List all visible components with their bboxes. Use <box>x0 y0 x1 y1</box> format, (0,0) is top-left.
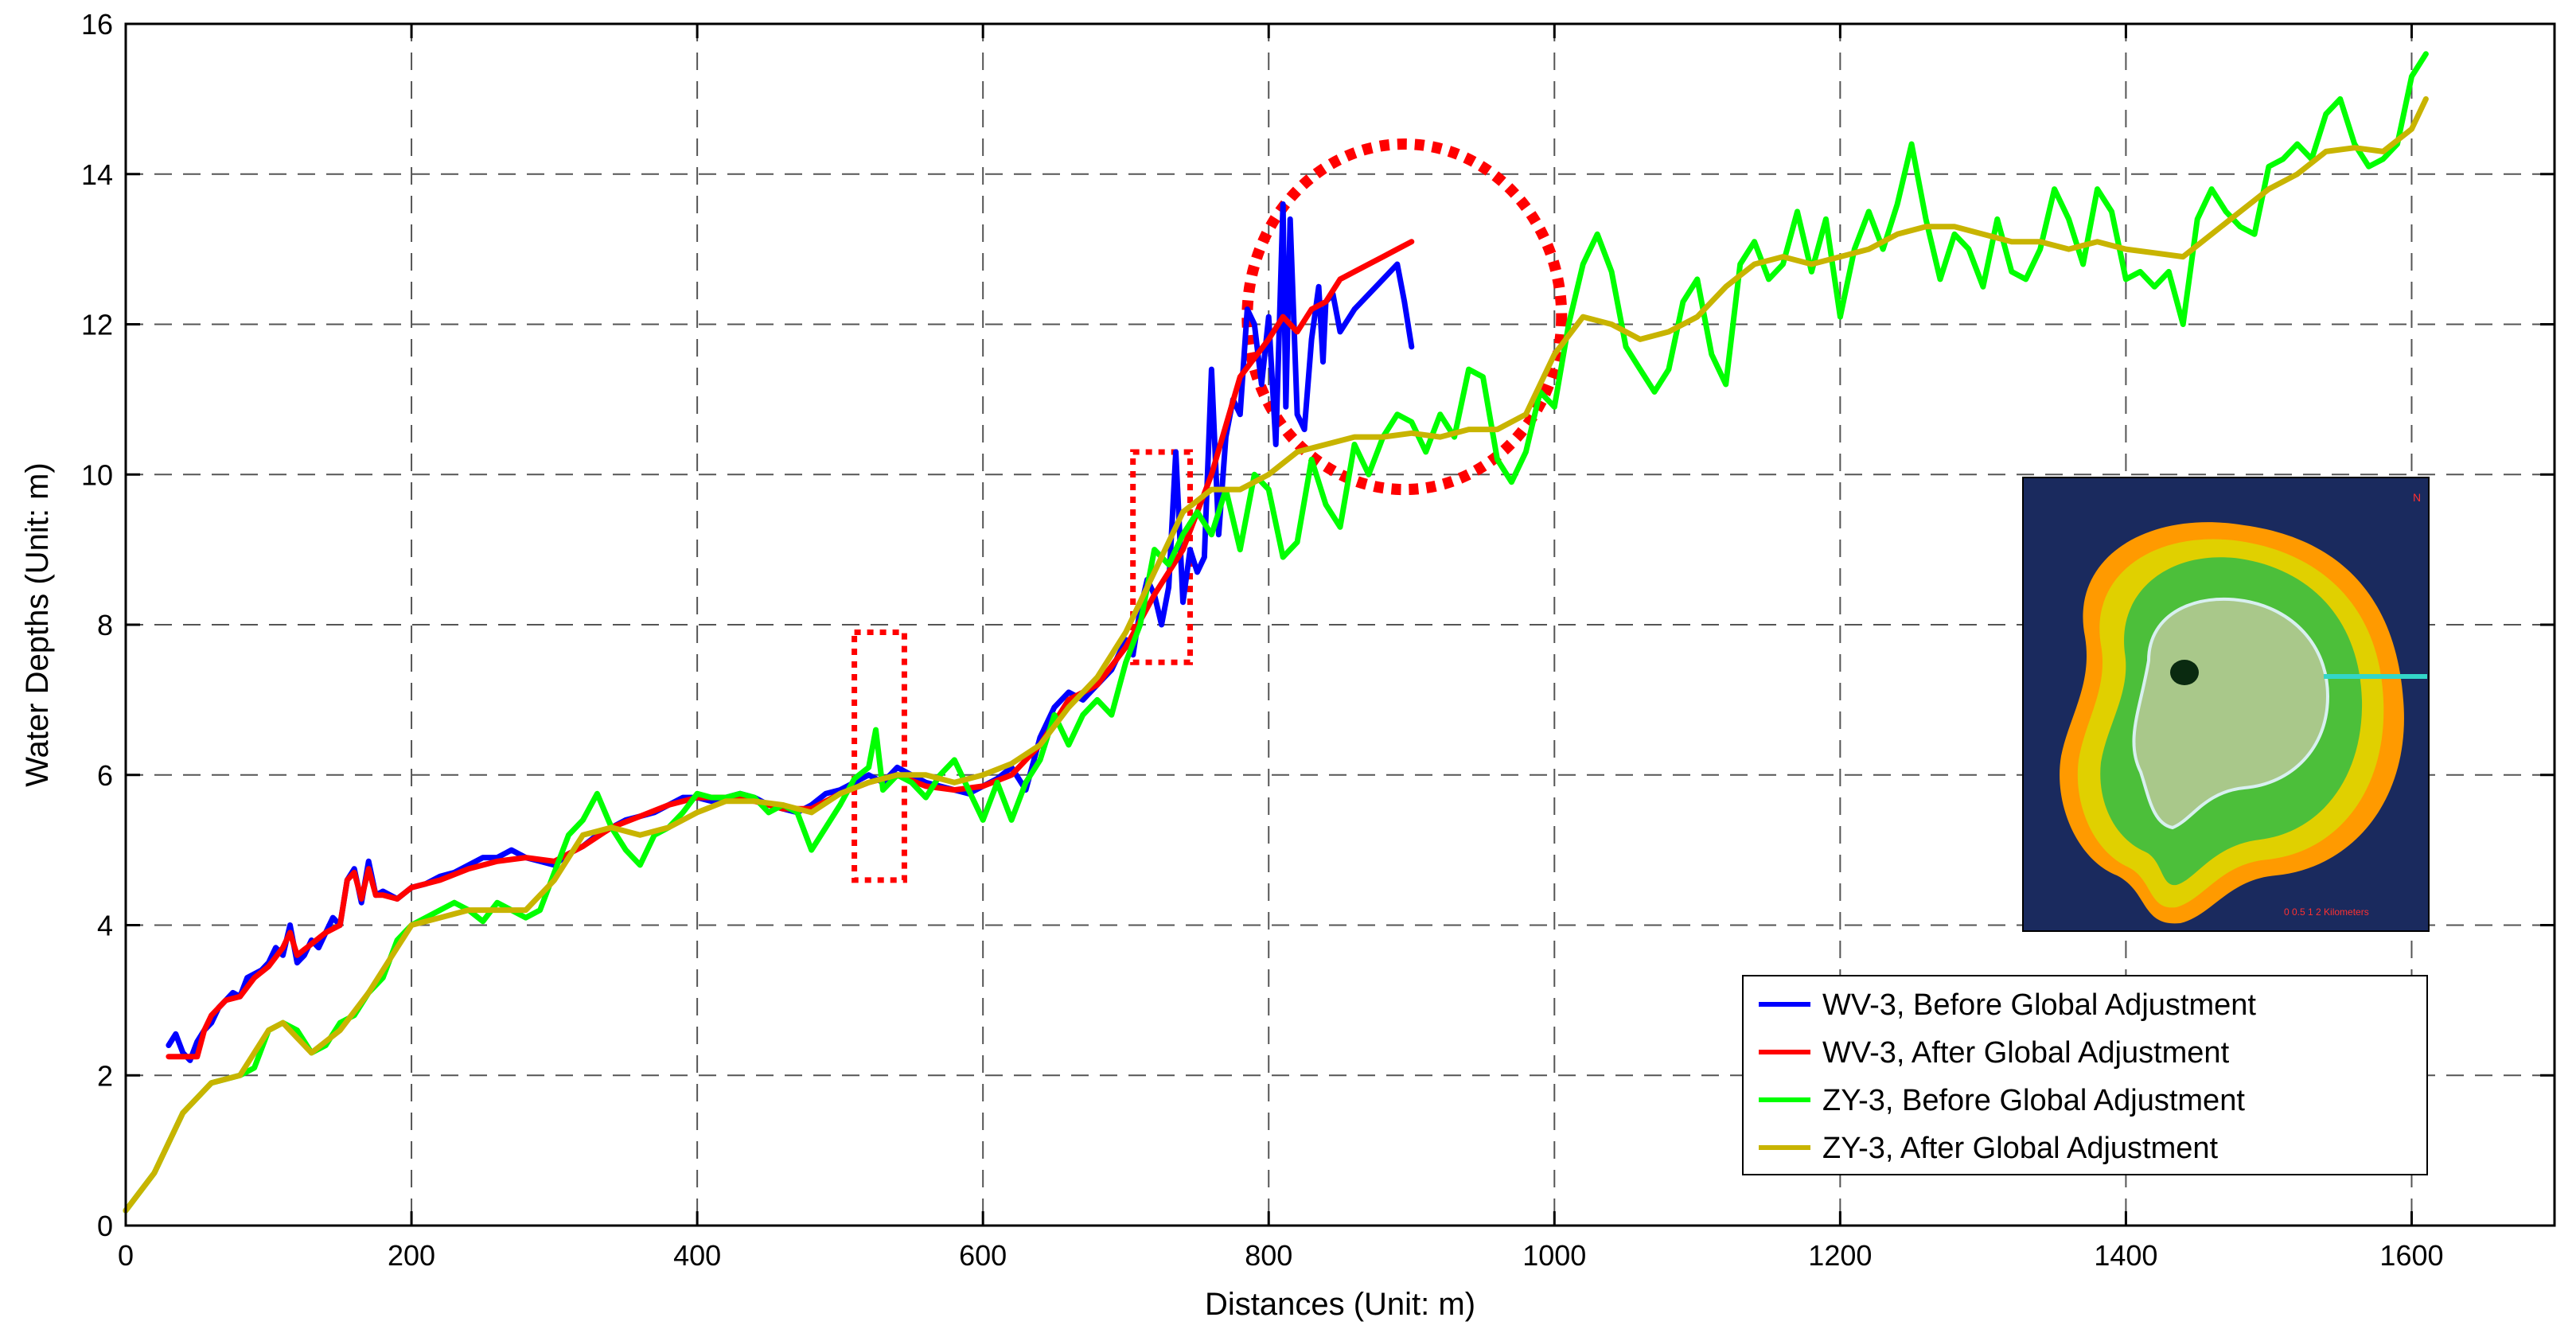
inset-north-label: N <box>2413 491 2421 504</box>
inset-lake <box>2170 660 2199 685</box>
x-tick-label: 800 <box>1245 1239 1292 1272</box>
inset-scale-text: 0 0.5 1 2 Kilometers <box>2284 906 2369 918</box>
x-tick-label: 200 <box>388 1239 435 1272</box>
annotation-box-1 <box>1130 449 1193 665</box>
series-line-3 <box>123 95 2429 1214</box>
legend: WV-3, Before Global Adjustment WV-3, Aft… <box>1742 975 2428 1175</box>
x-tick-label: 1200 <box>1808 1239 1872 1272</box>
inset-satellite-image: N 0 0.5 1 2 Kilometers <box>2022 477 2430 932</box>
legend-label-zy3-before: ZY-3, Before Global Adjustment <box>1822 1084 2245 1117</box>
legend-box <box>1742 975 2428 1175</box>
y-tick-label: 6 <box>97 759 113 792</box>
legend-label-zy3-after: ZY-3, After Global Adjustment <box>1822 1132 2219 1165</box>
y-tick-label: 0 <box>97 1210 113 1242</box>
y-tick-label: 2 <box>97 1059 113 1092</box>
series-group <box>123 51 2429 1214</box>
inset-island <box>2132 597 2330 830</box>
x-tick-label: 0 <box>118 1239 134 1272</box>
grid <box>126 24 2555 1226</box>
series-line-0 <box>166 201 1415 1063</box>
x-tick-label: 600 <box>959 1239 1007 1272</box>
y-axis-label: Water Depths (Unit: m) <box>20 462 55 786</box>
y-tick-label: 14 <box>81 158 113 191</box>
annotation-box-0 <box>852 629 907 883</box>
annotations <box>852 138 1568 883</box>
legend-label-wv3-before: WV-3, Before Global Adjustment <box>1822 988 2256 1022</box>
y-tick-label: 10 <box>81 458 113 491</box>
x-tick-label: 1600 <box>2379 1239 2443 1272</box>
ticks: 0 200 400 600 800 1000 1200 1400 1600 0 2 4 6 8 10 12 14… <box>81 8 2555 1272</box>
annotation-circle-2 <box>1241 138 1568 496</box>
y-tick-label: 4 <box>97 910 113 942</box>
y-tick-label: 8 <box>97 609 113 641</box>
x-tick-label: 400 <box>673 1239 721 1272</box>
series-line-2 <box>123 51 2429 1214</box>
series-line-1 <box>166 239 1415 1060</box>
x-tick-label: 1400 <box>2094 1239 2157 1272</box>
x-axis-label: Distances (Unit: m) <box>1205 1287 1475 1322</box>
x-tick-label: 1000 <box>1522 1239 1586 1272</box>
legend-label-wv3-after: WV-3, After Global Adjustment <box>1822 1036 2230 1070</box>
y-tick-label: 16 <box>81 8 113 41</box>
y-tick-label: 12 <box>81 309 113 341</box>
